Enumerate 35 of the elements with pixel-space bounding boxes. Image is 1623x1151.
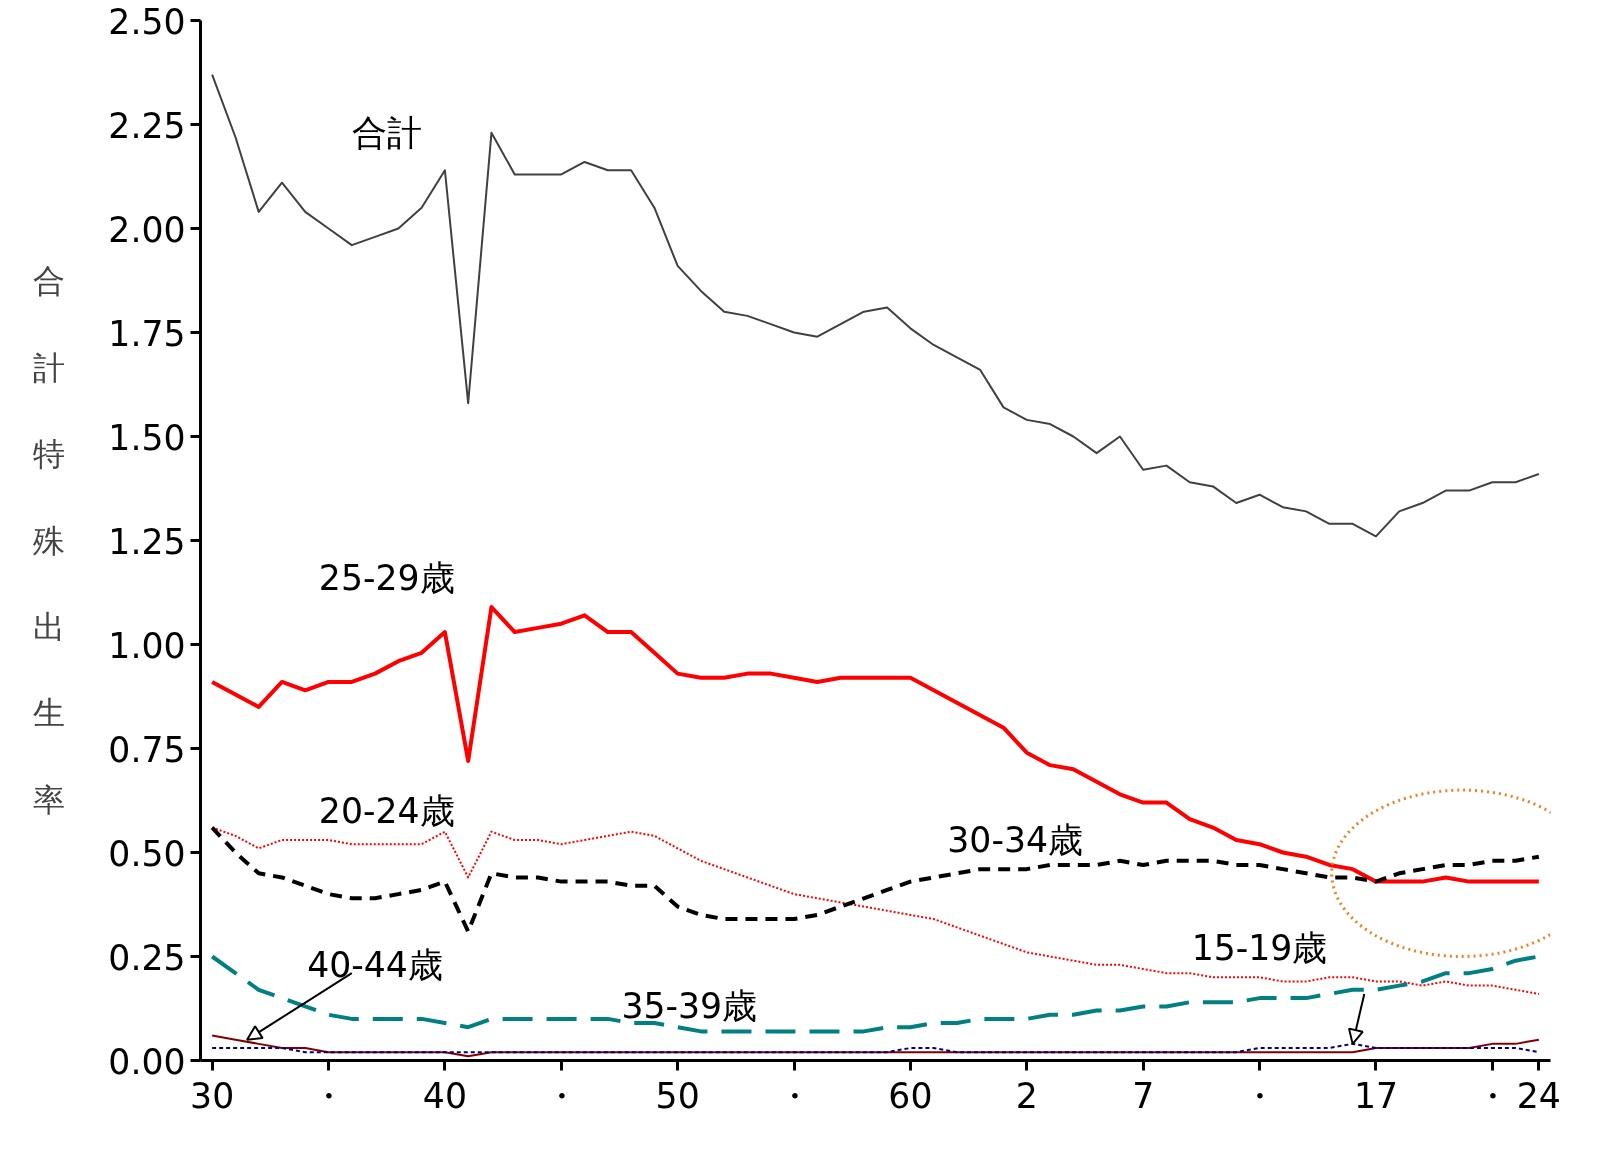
y-tick-label: 0.00 [108, 1041, 186, 1082]
line-series [210, 605, 1541, 884]
series-label: 20-24歳 [318, 790, 455, 831]
x-tick-label: ・ [776, 1075, 812, 1116]
text: 15-19歳 [1191, 928, 1328, 969]
y-tick-label: 2.50 [108, 1, 186, 42]
x-tick-label: 7 [1132, 1075, 1155, 1116]
y-tick-label: 0.50 [108, 833, 186, 874]
y-tick-label: 2.00 [108, 209, 186, 250]
y-tick-label: 2.25 [108, 105, 186, 146]
series-label: 40-44歳 [307, 944, 443, 985]
line-series [211, 1034, 1540, 1058]
y-tick-label: 1.00 [108, 625, 186, 666]
x-tick-label: 30 [190, 1075, 235, 1116]
x-tick-label: 17 [1353, 1075, 1398, 1116]
y-tick-label: 1.50 [108, 417, 186, 458]
y-tick-label: 0.25 [108, 937, 186, 978]
x-tick-label: 60 [888, 1075, 933, 1116]
x-tick-label: 2 [1015, 1075, 1038, 1116]
line-series [211, 73, 1540, 538]
y-tick-label: 1.75 [108, 313, 186, 354]
x-tick-label: ・ [1474, 1075, 1510, 1116]
series-label: 合計 [351, 112, 422, 153]
x-tick-label: ・ [543, 1075, 579, 1116]
x-tick-label: ・ [1242, 1075, 1278, 1116]
series-label: 25-29歳 [318, 557, 455, 598]
x-tick-label: 50 [655, 1075, 700, 1116]
x-tick-label: ・ [311, 1075, 347, 1116]
y-tick-label: 1.25 [108, 521, 186, 562]
y-tick-label: 0.75 [108, 729, 186, 770]
series-label: 35-39歳 [621, 986, 758, 1027]
text: 合計特殊出生率 [33, 263, 66, 818]
series-label: 30-34歳 [947, 820, 1084, 861]
x-tick-label: 40 [422, 1075, 467, 1116]
x-tick-label: 24 [1516, 1075, 1561, 1116]
